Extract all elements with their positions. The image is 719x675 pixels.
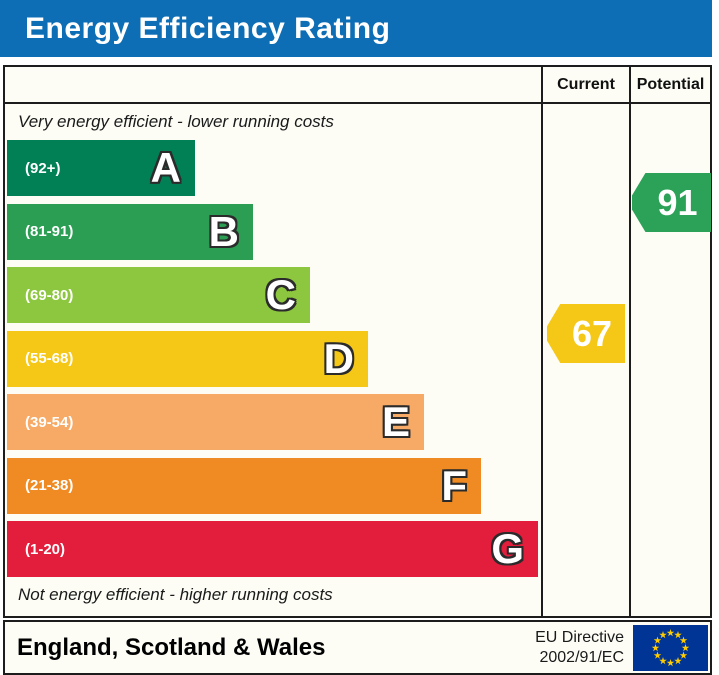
band-e-letter: E xyxy=(381,398,410,445)
band-f-bar: (21-38) F xyxy=(7,457,481,514)
chart-header-cell-empty xyxy=(5,67,541,104)
band-row-e: (39-54) E xyxy=(5,394,541,450)
band-g-bar: (1-20) G xyxy=(7,521,538,577)
current-column-body: 67 xyxy=(543,104,629,616)
band-a-bar: (92+) A xyxy=(7,140,195,196)
footer-region-label: England, Scotland & Wales xyxy=(17,633,326,661)
eu-flag-icon xyxy=(633,624,708,671)
band-chart-body: Very energy efficient - lower running co… xyxy=(5,104,541,616)
band-b-bar: (81-91) B xyxy=(7,203,253,260)
footer-bar: England, Scotland & Wales EU Directive 2… xyxy=(3,620,712,675)
band-a-letter: A xyxy=(150,144,181,191)
current-rating-arrow: 67 xyxy=(547,304,625,363)
band-b-letter: B xyxy=(208,207,239,255)
band-f-range-label: (21-38) xyxy=(25,477,74,494)
top-note: Very energy efficient - lower running co… xyxy=(18,112,334,131)
band-d-range-label: (55-68) xyxy=(25,350,74,367)
potential-column: Potential 91 xyxy=(631,67,711,616)
eu-directive-label: EU Directive 2002/91/EC xyxy=(535,628,624,668)
current-column-header: Current xyxy=(543,67,629,104)
rating-table: Very energy efficient - lower running co… xyxy=(3,65,712,618)
band-f-letter: F xyxy=(441,461,467,509)
current-rating-value: 67 xyxy=(571,312,613,354)
band-row-f: (21-38) F xyxy=(5,457,541,514)
band-c-letter: C xyxy=(265,271,296,318)
column-divider xyxy=(629,67,631,616)
band-g-letter: G xyxy=(491,525,524,572)
band-chart-column: Very energy efficient - lower running co… xyxy=(5,67,541,616)
band-row-d: (55-68) D xyxy=(5,330,541,387)
band-row-c: (69-80) C xyxy=(5,267,541,323)
potential-rating-value: 91 xyxy=(657,181,698,223)
eu-directive-line2: 2002/91/EC xyxy=(539,648,624,666)
band-c-bar: (69-80) C xyxy=(7,267,310,323)
column-divider xyxy=(541,67,543,616)
band-d-letter: D xyxy=(323,334,354,382)
band-row-g: (1-20) G xyxy=(5,521,541,577)
eu-directive-line1: EU Directive xyxy=(535,628,624,646)
band-e-bar: (39-54) E xyxy=(7,394,424,450)
band-row-a: (92+) A xyxy=(5,140,541,196)
title-bar: Energy Efficiency Rating xyxy=(0,0,712,57)
potential-column-header: Potential xyxy=(631,67,710,104)
potential-rating-arrow: 91 xyxy=(632,173,711,232)
page-title: Energy Efficiency Rating xyxy=(25,11,391,45)
potential-column-body: 91 xyxy=(631,104,711,616)
band-g-range-label: (1-20) xyxy=(25,540,66,558)
band-b-range-label: (81-91) xyxy=(25,223,74,240)
band-a-range-label: (92+) xyxy=(25,159,61,177)
current-column: Current 67 xyxy=(543,67,629,616)
band-row-b: (81-91) B xyxy=(5,203,541,260)
band-e-range-label: (39-54) xyxy=(25,413,74,431)
bottom-note: Not energy efficient - higher running co… xyxy=(18,584,333,604)
band-c-range-label: (69-80) xyxy=(25,286,74,304)
band-d-bar: (55-68) D xyxy=(7,330,368,387)
